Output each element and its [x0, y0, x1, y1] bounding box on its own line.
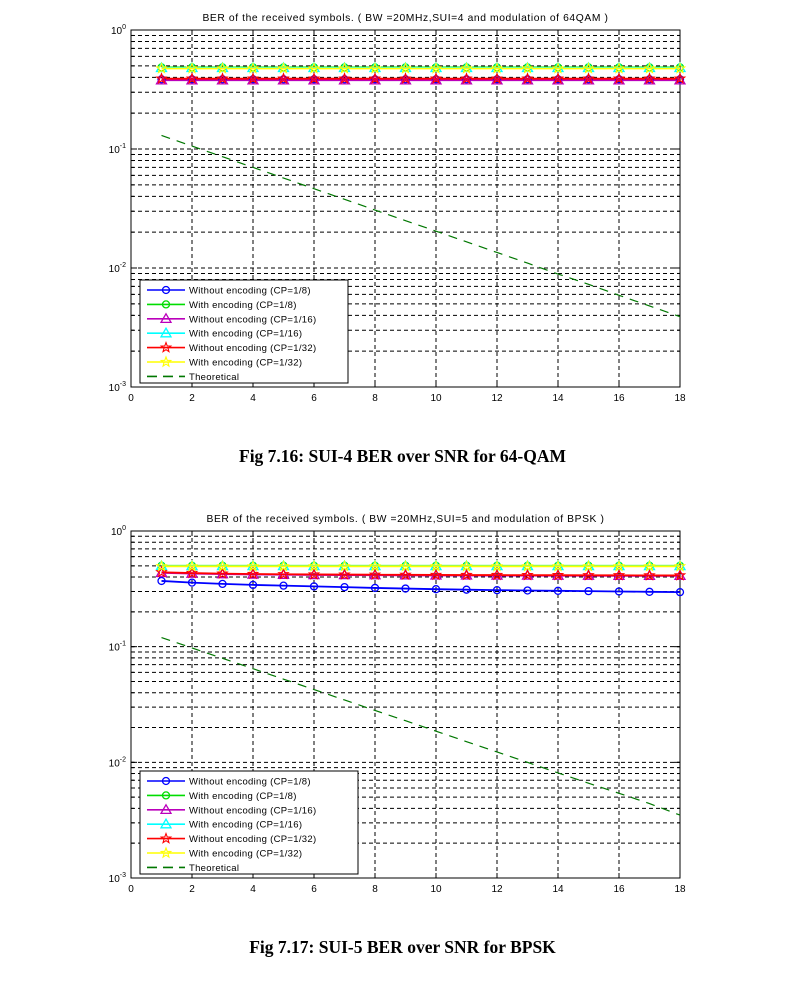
series-line-6	[161, 134, 681, 318]
chart-svg: BER of the received symbols. ( BW =20MHz…	[109, 514, 687, 895]
legend-item-0: Without encoding (CP=1/8)	[147, 777, 311, 788]
ber-chart-sui5-bpsk: BER of the received symbols. ( BW =20MHz…	[0, 498, 740, 903]
svg-text:12: 12	[491, 884, 503, 895]
svg-text:4: 4	[250, 884, 256, 895]
legend-item-1: With encoding (CP=1/8)	[147, 791, 297, 802]
series-markers-5	[155, 61, 687, 74]
legend-label: Without encoding (CP=1/16)	[189, 805, 316, 816]
svg-text:10-2: 10-2	[109, 756, 126, 769]
legend-label: Theoretical	[189, 863, 239, 874]
legend-label: With encoding (CP=1/8)	[189, 791, 297, 802]
svg-text:10-1: 10-1	[109, 143, 126, 156]
series-line-4	[161, 571, 680, 577]
series-markers-4	[155, 72, 687, 84]
svg-text:10-1: 10-1	[109, 641, 126, 654]
svg-text:16: 16	[613, 393, 625, 404]
svg-text:10-3: 10-3	[109, 872, 126, 885]
legend-label: Without encoding (CP=1/8)	[189, 286, 311, 297]
legend-label: With encoding (CP=1/8)	[189, 300, 297, 311]
svg-text:2: 2	[189, 393, 195, 404]
legend-item-2: Without encoding (CP=1/16)	[147, 803, 316, 816]
legend-item-4: Without encoding (CP=1/32)	[147, 341, 316, 354]
legend-label: Without encoding (CP=1/16)	[189, 314, 316, 325]
svg-text:0: 0	[128, 393, 134, 404]
svg-text:8: 8	[372, 393, 378, 404]
axes-box	[130, 530, 681, 879]
chart-title: BER of the received symbols. ( BW =20MHz…	[207, 514, 605, 525]
legend-label: Theoretical	[189, 372, 239, 383]
svg-text:10-2: 10-2	[109, 262, 126, 275]
legend-item-6: Theoretical	[147, 863, 239, 874]
svg-text:100: 100	[111, 525, 126, 538]
legend-item-4: Without encoding (CP=1/32)	[147, 832, 316, 845]
legend-item-3: With encoding (CP=1/16)	[147, 326, 302, 340]
legend-label: With encoding (CP=1/32)	[189, 849, 302, 860]
legend-item-5: With encoding (CP=1/32)	[147, 846, 302, 860]
legend-item-0: Without encoding (CP=1/8)	[147, 286, 311, 297]
legend-label: With encoding (CP=1/32)	[189, 358, 302, 369]
legend-item-3: With encoding (CP=1/16)	[147, 817, 302, 831]
legend-label: Without encoding (CP=1/32)	[189, 834, 316, 845]
series-line-6	[161, 636, 681, 816]
legend-item-5: With encoding (CP=1/32)	[147, 355, 302, 369]
figure-caption-716: Fig 7.16: SUI-4 BER over SNR for 64-QAM	[239, 446, 566, 466]
figure-caption-717: Fig 7.17: SUI-5 BER over SNR for BPSK	[249, 937, 556, 957]
chart-title: BER of the received symbols. ( BW =20MHz…	[202, 13, 608, 24]
svg-text:18: 18	[674, 884, 686, 895]
svg-text:18: 18	[674, 393, 686, 404]
legend-label: With encoding (CP=1/16)	[189, 820, 302, 831]
series-markers-5	[155, 559, 687, 572]
svg-text:100: 100	[111, 24, 126, 37]
legend-item-2: Without encoding (CP=1/16)	[147, 312, 316, 325]
svg-text:2: 2	[189, 884, 195, 895]
svg-text:16: 16	[613, 884, 625, 895]
svg-text:6: 6	[311, 884, 317, 895]
ber-chart-sui4-64qam: BER of the received symbols. ( BW =20MHz…	[0, 0, 740, 425]
svg-text:0: 0	[128, 884, 134, 895]
series-line-0	[161, 580, 681, 594]
legend-item-1: With encoding (CP=1/8)	[147, 300, 297, 311]
legend: Without encoding (CP=1/8) With encoding (…	[139, 770, 359, 875]
svg-text:12: 12	[491, 393, 503, 404]
svg-text:10: 10	[430, 884, 442, 895]
legend-label: Without encoding (CP=1/8)	[189, 777, 311, 788]
svg-text:14: 14	[552, 393, 564, 404]
svg-text:4: 4	[250, 393, 256, 404]
legend-item-6: Theoretical	[147, 372, 239, 383]
grid-lines	[131, 30, 680, 387]
legend-label: Without encoding (CP=1/32)	[189, 343, 316, 354]
tick-labels: 0 2 4 6 8 10 12 14 16 18 100 10-1 10-2 10-3	[109, 24, 686, 404]
svg-text:6: 6	[311, 393, 317, 404]
legend-label: With encoding (CP=1/16)	[189, 329, 302, 340]
chart-svg: BER of the received symbols. ( BW =20MHz…	[109, 13, 687, 404]
svg-text:10: 10	[430, 393, 442, 404]
svg-text:14: 14	[552, 884, 564, 895]
svg-text:8: 8	[372, 884, 378, 895]
svg-text:10-3: 10-3	[109, 381, 126, 394]
series-markers-0	[157, 576, 685, 597]
legend: Without encoding (CP=1/8) With encoding (…	[139, 279, 349, 384]
tick-labels: 0 2 4 6 8 10 12 14 16 18 100 10-1 10-2 10-3	[109, 525, 686, 895]
